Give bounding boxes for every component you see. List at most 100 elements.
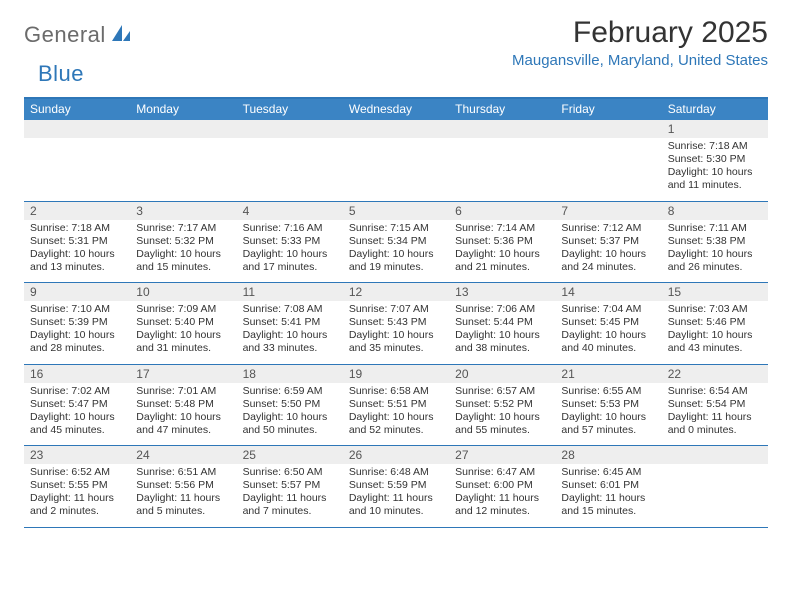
sunrise-line: Sunrise: 7:17 AM [136, 222, 230, 235]
day-cell: Sunrise: 7:02 AMSunset: 5:47 PMDaylight:… [24, 383, 130, 446]
daylight-line-2: and 55 minutes. [455, 424, 549, 437]
weekday-header-row: Sunday Monday Tuesday Wednesday Thursday… [24, 99, 768, 120]
day-cell: Sunrise: 6:58 AMSunset: 5:51 PMDaylight:… [343, 383, 449, 446]
daylight-line-2: and 21 minutes. [455, 261, 549, 274]
day-cell: Sunrise: 7:14 AMSunset: 5:36 PMDaylight:… [449, 220, 555, 283]
sail-icon [110, 23, 132, 48]
daylight-line-2: and 47 minutes. [136, 424, 230, 437]
day-number: 13 [449, 283, 555, 301]
daylight-line-2: and 40 minutes. [561, 342, 655, 355]
sunset-line: Sunset: 5:34 PM [349, 235, 443, 248]
daylight-line-2: and 15 minutes. [561, 505, 655, 518]
sunrise-line: Sunrise: 6:48 AM [349, 466, 443, 479]
sunrise-line: Sunrise: 7:18 AM [30, 222, 124, 235]
day-number: 26 [343, 446, 449, 464]
day-cell: Sunrise: 6:55 AMSunset: 5:53 PMDaylight:… [555, 383, 661, 446]
daylight-line-1: Daylight: 10 hours [668, 248, 762, 261]
daylight-line-1: Daylight: 10 hours [136, 329, 230, 342]
daylight-line-2: and 0 minutes. [668, 424, 762, 437]
day-number: 3 [130, 202, 236, 220]
weekday-header: Thursday [449, 99, 555, 120]
daylight-line-1: Daylight: 10 hours [136, 248, 230, 261]
daylight-line-1: Daylight: 10 hours [561, 411, 655, 424]
daylight-line-2: and 31 minutes. [136, 342, 230, 355]
sunset-line: Sunset: 5:48 PM [136, 398, 230, 411]
day-number [343, 120, 449, 138]
daylight-line-1: Daylight: 10 hours [455, 248, 549, 261]
day-cell [449, 138, 555, 201]
day-number: 23 [24, 446, 130, 464]
weekday-header: Tuesday [237, 99, 343, 120]
day-number: 22 [662, 365, 768, 383]
day-cell [555, 138, 661, 201]
daylight-line-2: and 17 minutes. [243, 261, 337, 274]
weeks-container: 1 Sunrise: 7:18 AM Sunset: 5:30 PM Daylight… [24, 120, 768, 528]
daylight-line-1: Daylight: 10 hours [30, 329, 124, 342]
sunset-line: Sunset: 5:57 PM [243, 479, 337, 492]
day-number: 16 [24, 365, 130, 383]
location: Maugansville, Maryland, United States [512, 52, 768, 69]
sunset-line: Sunset: 5:46 PM [668, 316, 762, 329]
week-row: 2345678Sunrise: 7:18 AMSunset: 5:31 PMDa… [24, 202, 768, 284]
day-cell: Sunrise: 6:54 AMSunset: 5:54 PMDaylight:… [662, 383, 768, 446]
sunset-line: Sunset: 5:52 PM [455, 398, 549, 411]
day-number: 4 [237, 202, 343, 220]
daylight-line-1: Daylight: 10 hours [349, 248, 443, 261]
sunrise-line: Sunrise: 6:59 AM [243, 385, 337, 398]
day-number: 9 [24, 283, 130, 301]
day-number: 14 [555, 283, 661, 301]
daylight-line-2: and 7 minutes. [243, 505, 337, 518]
day-number: 20 [449, 365, 555, 383]
sunset-line: Sunset: 5:51 PM [349, 398, 443, 411]
day-cell [130, 138, 236, 201]
day-cell: Sunrise: 7:18 AMSunset: 5:31 PMDaylight:… [24, 220, 130, 283]
sunrise-line: Sunrise: 7:04 AM [561, 303, 655, 316]
sunset-line: Sunset: 5:56 PM [136, 479, 230, 492]
day-cell: Sunrise: 7:07 AMSunset: 5:43 PMDaylight:… [343, 301, 449, 364]
day-cell: Sunrise: 7:03 AMSunset: 5:46 PMDaylight:… [662, 301, 768, 364]
daylight-line-2: and 15 minutes. [136, 261, 230, 274]
day-cell: Sunrise: 7:10 AMSunset: 5:39 PMDaylight:… [24, 301, 130, 364]
sunset-line: Sunset: 5:38 PM [668, 235, 762, 248]
sunset-line: Sunset: 5:55 PM [30, 479, 124, 492]
day-cell [24, 138, 130, 201]
sunrise-line: Sunrise: 6:57 AM [455, 385, 549, 398]
day-number: 24 [130, 446, 236, 464]
sunset-line: Sunset: 5:45 PM [561, 316, 655, 329]
daylight-line-1: Daylight: 11 hours [349, 492, 443, 505]
day-cell: Sunrise: 6:48 AMSunset: 5:59 PMDaylight:… [343, 464, 449, 527]
day-cell: Sunrise: 6:59 AMSunset: 5:50 PMDaylight:… [237, 383, 343, 446]
daylight-line-1: Daylight: 10 hours [349, 411, 443, 424]
weekday-header: Saturday [662, 99, 768, 120]
day-cell: Sunrise: 7:06 AMSunset: 5:44 PMDaylight:… [449, 301, 555, 364]
sunrise-line: Sunrise: 6:54 AM [668, 385, 762, 398]
day-cell: Sunrise: 6:45 AMSunset: 6:01 PMDaylight:… [555, 464, 661, 527]
sunset-line: Sunset: 5:30 PM [668, 153, 762, 166]
day-number: 11 [237, 283, 343, 301]
day-cell: Sunrise: 7:09 AMSunset: 5:40 PMDaylight:… [130, 301, 236, 364]
day-cell: Sunrise: 7:04 AMSunset: 5:45 PMDaylight:… [555, 301, 661, 364]
day-number [662, 446, 768, 464]
day-number [237, 120, 343, 138]
day-cell: Sunrise: 7:16 AMSunset: 5:33 PMDaylight:… [237, 220, 343, 283]
sunset-line: Sunset: 5:33 PM [243, 235, 337, 248]
weekday-header: Sunday [24, 99, 130, 120]
day-cell: Sunrise: 6:50 AMSunset: 5:57 PMDaylight:… [237, 464, 343, 527]
sunrise-line: Sunrise: 7:16 AM [243, 222, 337, 235]
week-row: 1Sunrise: 7:18 AMSunset: 5:30 PMDaylight… [24, 120, 768, 202]
title-block: February 2025 Maugansville, Maryland, Un… [512, 16, 768, 69]
daylight-line-2: and 10 minutes. [349, 505, 443, 518]
sunset-line: Sunset: 5:50 PM [243, 398, 337, 411]
day-cell: Sunrise: 7:17 AMSunset: 5:32 PMDaylight:… [130, 220, 236, 283]
daylight-line-1: Daylight: 11 hours [30, 492, 124, 505]
sunrise-line: Sunrise: 7:11 AM [668, 222, 762, 235]
sunset-line: Sunset: 5:47 PM [30, 398, 124, 411]
sunset-line: Sunset: 5:39 PM [30, 316, 124, 329]
day-number [130, 120, 236, 138]
sunset-line: Sunset: 5:59 PM [349, 479, 443, 492]
day-number: 1 [662, 120, 768, 138]
sunrise-line: Sunrise: 6:55 AM [561, 385, 655, 398]
daylight-line-2: and 35 minutes. [349, 342, 443, 355]
day-cell: Sunrise: 7:12 AMSunset: 5:37 PMDaylight:… [555, 220, 661, 283]
daylight-line-2: and 57 minutes. [561, 424, 655, 437]
